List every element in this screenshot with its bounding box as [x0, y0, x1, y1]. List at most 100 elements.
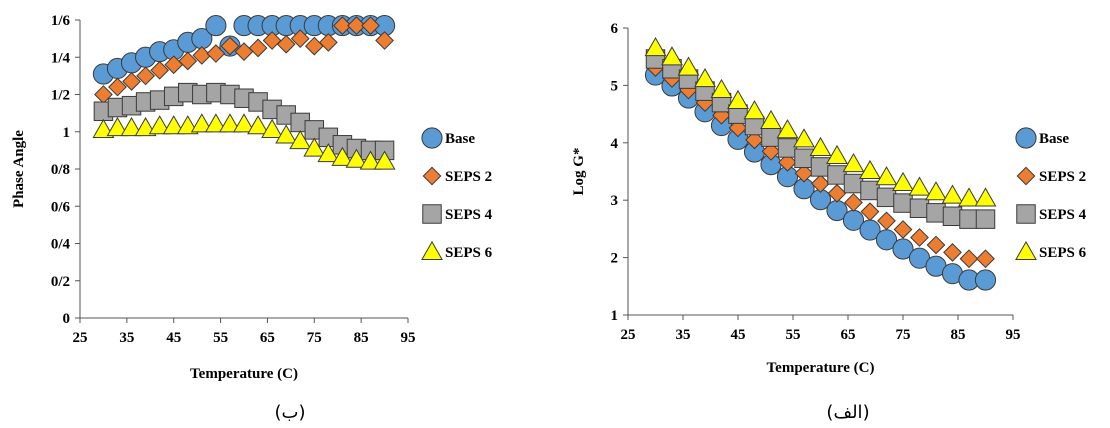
- phase-point: [204, 113, 227, 133]
- phase-legend-marker: [421, 240, 443, 261]
- logg-x-tick-label: 85: [951, 327, 966, 343]
- phase-y-tick-label: 0/6: [51, 199, 71, 215]
- phase-legend-label: Base: [445, 131, 475, 147]
- phase-point: [359, 150, 382, 170]
- logg-point: [909, 198, 930, 218]
- logg-point: [794, 163, 814, 183]
- phase-point: [190, 113, 213, 133]
- phase-x-tick-label: 35: [119, 330, 134, 346]
- phase-angle-caption: (ب): [274, 402, 306, 423]
- phase-point: [106, 116, 129, 137]
- phase-x-tick-label: 75: [307, 330, 322, 346]
- logg-point: [761, 142, 781, 161]
- logg-point: [661, 46, 683, 66]
- logg-point: [959, 249, 979, 269]
- phase-point: [108, 77, 127, 97]
- phase-legend-marker: [422, 204, 442, 224]
- logg-point: [942, 206, 963, 227]
- phase-legend-label: SEPS 4: [445, 207, 493, 223]
- logg-point: [974, 269, 997, 291]
- phase-series-2: [93, 82, 395, 161]
- phase-x-axis-title: Temperature (C): [190, 366, 298, 382]
- logg-point: [810, 157, 831, 177]
- logg-point: [677, 56, 700, 76]
- logg-legend-label: Base: [1039, 131, 1069, 147]
- logg-x-tick-label: 35: [676, 327, 691, 343]
- phase-point: [345, 148, 368, 168]
- phase-point: [347, 16, 366, 35]
- phase-y-tick-label: 0: [63, 311, 71, 327]
- logg-x-tick-label: 95: [1006, 327, 1021, 343]
- logg-point: [843, 173, 864, 194]
- logg-point: [844, 193, 863, 212]
- logg-series-3: [644, 37, 997, 207]
- logg-point: [959, 209, 979, 229]
- logg-point: [974, 187, 997, 207]
- phase-point: [262, 31, 282, 50]
- logg-y-tick-label: 5: [611, 78, 619, 94]
- phase-legend-label: SEPS 2: [445, 169, 492, 185]
- phase-point: [247, 115, 269, 135]
- logg-point: [892, 171, 914, 192]
- logg-point: [811, 174, 830, 193]
- logg-x-tick-label: 25: [621, 327, 636, 343]
- phase-point: [276, 34, 296, 54]
- phase-y-axis-title: Phase Angle: [11, 130, 27, 208]
- logg-point: [893, 220, 913, 239]
- logg-point: [976, 249, 995, 269]
- logg-point: [859, 159, 881, 179]
- logg-legend-marker: [1015, 127, 1037, 149]
- phase-legend-marker: [422, 166, 442, 186]
- phase-point: [136, 66, 155, 86]
- phase-point: [233, 113, 255, 133]
- logg-point: [743, 100, 766, 120]
- logg-point: [877, 211, 896, 231]
- logg-legend-label: SEPS 6: [1039, 245, 1087, 261]
- phase-point: [333, 16, 352, 35]
- logg-x-tick-label: 65: [841, 327, 856, 343]
- phase-point: [317, 143, 340, 163]
- logg-point: [943, 243, 962, 262]
- logg-point: [926, 203, 946, 223]
- logg-point: [958, 187, 980, 207]
- phase-point: [289, 129, 312, 150]
- phase-y-tick-label: 0/4: [51, 237, 71, 253]
- phase-y-tick-label: 1/2: [51, 88, 70, 104]
- phase-point: [261, 118, 284, 138]
- phase-point: [248, 38, 268, 58]
- logg-x-tick-label: 55: [786, 327, 801, 343]
- phase-point: [148, 115, 171, 135]
- logg-point: [644, 37, 667, 57]
- phase-x-tick-label: 25: [73, 330, 88, 346]
- phase-point: [275, 124, 298, 144]
- phase-x-tick-label: 95: [401, 330, 416, 346]
- logg-point: [760, 109, 782, 130]
- logg-legend-marker: [1016, 204, 1036, 224]
- logg-point: [910, 228, 929, 247]
- logg-point: [776, 119, 799, 139]
- logg-point: [794, 148, 814, 169]
- phase-x-tick-label: 85: [354, 330, 369, 346]
- logg-point: [941, 184, 964, 204]
- logg-y-tick-label: 1: [611, 308, 619, 324]
- phase-legend-marker: [421, 127, 443, 149]
- phase-y-tick-label: 0/8: [51, 162, 70, 178]
- logg-y-tick-label: 3: [611, 193, 619, 209]
- logg-y-tick-label: 4: [611, 136, 619, 152]
- logg-y-tick-label: 2: [611, 251, 619, 267]
- phase-point: [318, 32, 338, 52]
- logg-point: [809, 136, 832, 157]
- phase-point: [375, 31, 394, 50]
- logg-legend-marker: [1015, 240, 1037, 261]
- logg-point: [875, 166, 898, 186]
- logg-y-tick-label: 6: [611, 21, 619, 37]
- logg-point: [908, 176, 931, 196]
- phase-point: [206, 44, 226, 63]
- phase-point: [303, 137, 326, 157]
- phase-point: [290, 29, 310, 49]
- logg-point: [860, 202, 880, 222]
- phase-legend-label: SEPS 6: [445, 245, 493, 261]
- logg-point: [777, 138, 798, 158]
- logg-x-tick-label: 45: [731, 327, 746, 343]
- log-g-chart: 25 35 45 55 65 75 85 95 1 2 3 4 5 6 Temperature (C) Log…: [560, 0, 1110, 428]
